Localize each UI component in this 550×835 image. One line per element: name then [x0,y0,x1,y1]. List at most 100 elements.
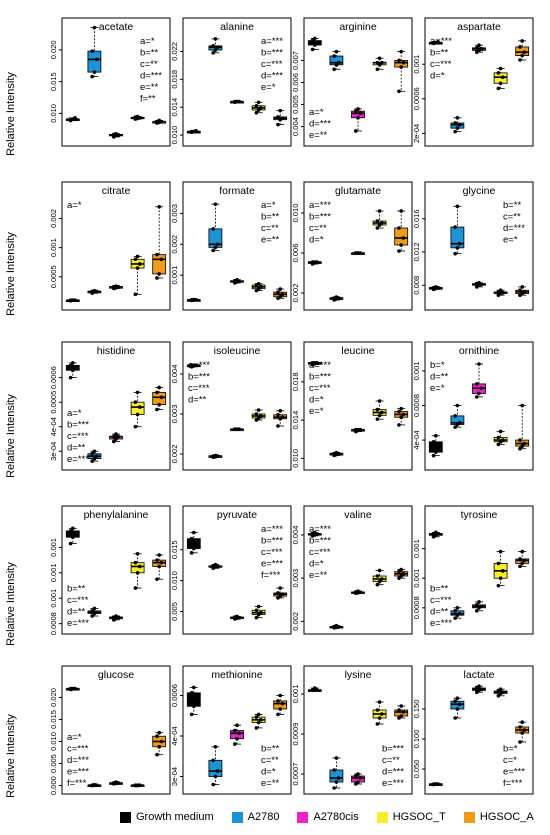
data-point [254,715,259,719]
data-point [73,532,77,537]
data-point [313,531,317,535]
legend-label: A2780cis [313,811,359,823]
data-point [518,288,522,293]
data-point [522,728,527,732]
significance-annotation: e=** [140,82,159,93]
panel-citrate: citrate 0.0005 0.001 0.002 a=* [49,181,171,311]
data-point [213,562,218,567]
data-point [235,736,239,741]
data-point [313,36,317,41]
data-point [375,60,380,65]
legend-label: A2780 [247,811,280,823]
data-point [259,414,263,418]
y-tick-label: 0.004 [170,365,179,384]
data-point [159,257,164,262]
y-tick-label: 0.150 [412,700,421,719]
data-point [215,242,220,247]
data-point [192,704,196,709]
y-tick-label: 0.003 [170,405,179,424]
data-point [498,288,503,293]
data-point [518,564,522,569]
y-tick-label: 0.001 [291,685,300,704]
significance-annotation: d=* [309,395,324,406]
y-tick-label: 4e-04 [412,430,421,449]
data-point [213,453,218,458]
data-point [336,60,341,65]
significance-annotation: c=* [503,755,517,766]
data-point [235,277,239,282]
data-point [157,730,161,735]
data-point [434,450,438,454]
panel-isoleucine: isoleucine 0.002 0.003 0.004 a=***b=***c=***… [170,341,292,471]
significance-annotation: a=*** [261,36,283,47]
data-point [92,456,97,461]
data-point [278,294,283,299]
y-tick-label: 0.100 [412,730,421,749]
data-point [453,608,458,613]
data-point [332,768,337,772]
data-point [135,266,140,270]
data-point [280,415,285,420]
significance-annotation: a=*** [309,200,331,211]
data-point [135,114,140,119]
significance-annotation: d=** [67,443,86,454]
panel-frame [182,341,292,471]
data-point [213,202,218,206]
data-point [155,276,159,280]
data-point [453,616,458,620]
data-point [332,54,337,58]
data-point [155,577,159,581]
data-point [155,734,159,739]
significance-annotation: b=*** [309,372,331,383]
panel-leucine: leucine 0.010 0.014 0.018 a=***b=***c=***d=*… [291,341,413,471]
y-tick-label: 0.001 [412,539,421,558]
data-point [256,604,261,609]
panel-frame [182,17,292,147]
data-point [520,403,524,408]
data-point [436,446,440,451]
significance-annotation: d=** [67,607,86,618]
data-point [380,221,384,225]
data-point [189,691,194,695]
data-point [280,701,285,706]
data-point [233,728,237,733]
data-point [280,116,285,121]
data-point [114,780,118,784]
data-point [401,236,406,240]
y-tick-label: 0.010 [170,126,179,145]
data-point [380,577,384,581]
box-5 [152,254,167,275]
data-point [358,111,363,116]
data-point [280,592,285,597]
data-point [455,606,460,610]
panel-phenylalanine: phenylalanine 0.0008 0.001 0.001 0.001 b=**c=… [49,505,171,635]
data-point [237,731,241,736]
data-point [114,614,118,618]
panel-title: citrate [102,185,131,197]
y-tick-label: 0.001 [49,238,58,257]
panel-frame [182,505,292,635]
data-point [522,290,527,294]
data-point [380,712,384,716]
data-point [157,564,161,569]
y-tick-label: 0.008 [412,276,421,295]
data-point [477,280,481,285]
data-point [213,48,218,52]
significance-annotation: b=*** [382,744,404,755]
significance-annotation: b=*** [309,212,331,223]
panel-ornithine: ornithine 4e-04 0.0008 0.001 b=*d=**e=* [412,341,534,471]
data-point [135,412,140,417]
panel-title: pyruvate [217,509,257,521]
panel-title: glutamate [335,185,381,197]
data-point [397,249,401,253]
data-point [68,541,73,546]
significance-annotation: d=** [430,607,449,618]
data-point [496,71,501,75]
y-tick-label: 0.001 [49,589,58,608]
data-point [399,49,404,54]
data-point [380,60,384,65]
data-point [334,49,339,54]
data-point [397,409,401,414]
data-point [377,209,382,213]
significance-annotation: c=** [309,223,327,234]
